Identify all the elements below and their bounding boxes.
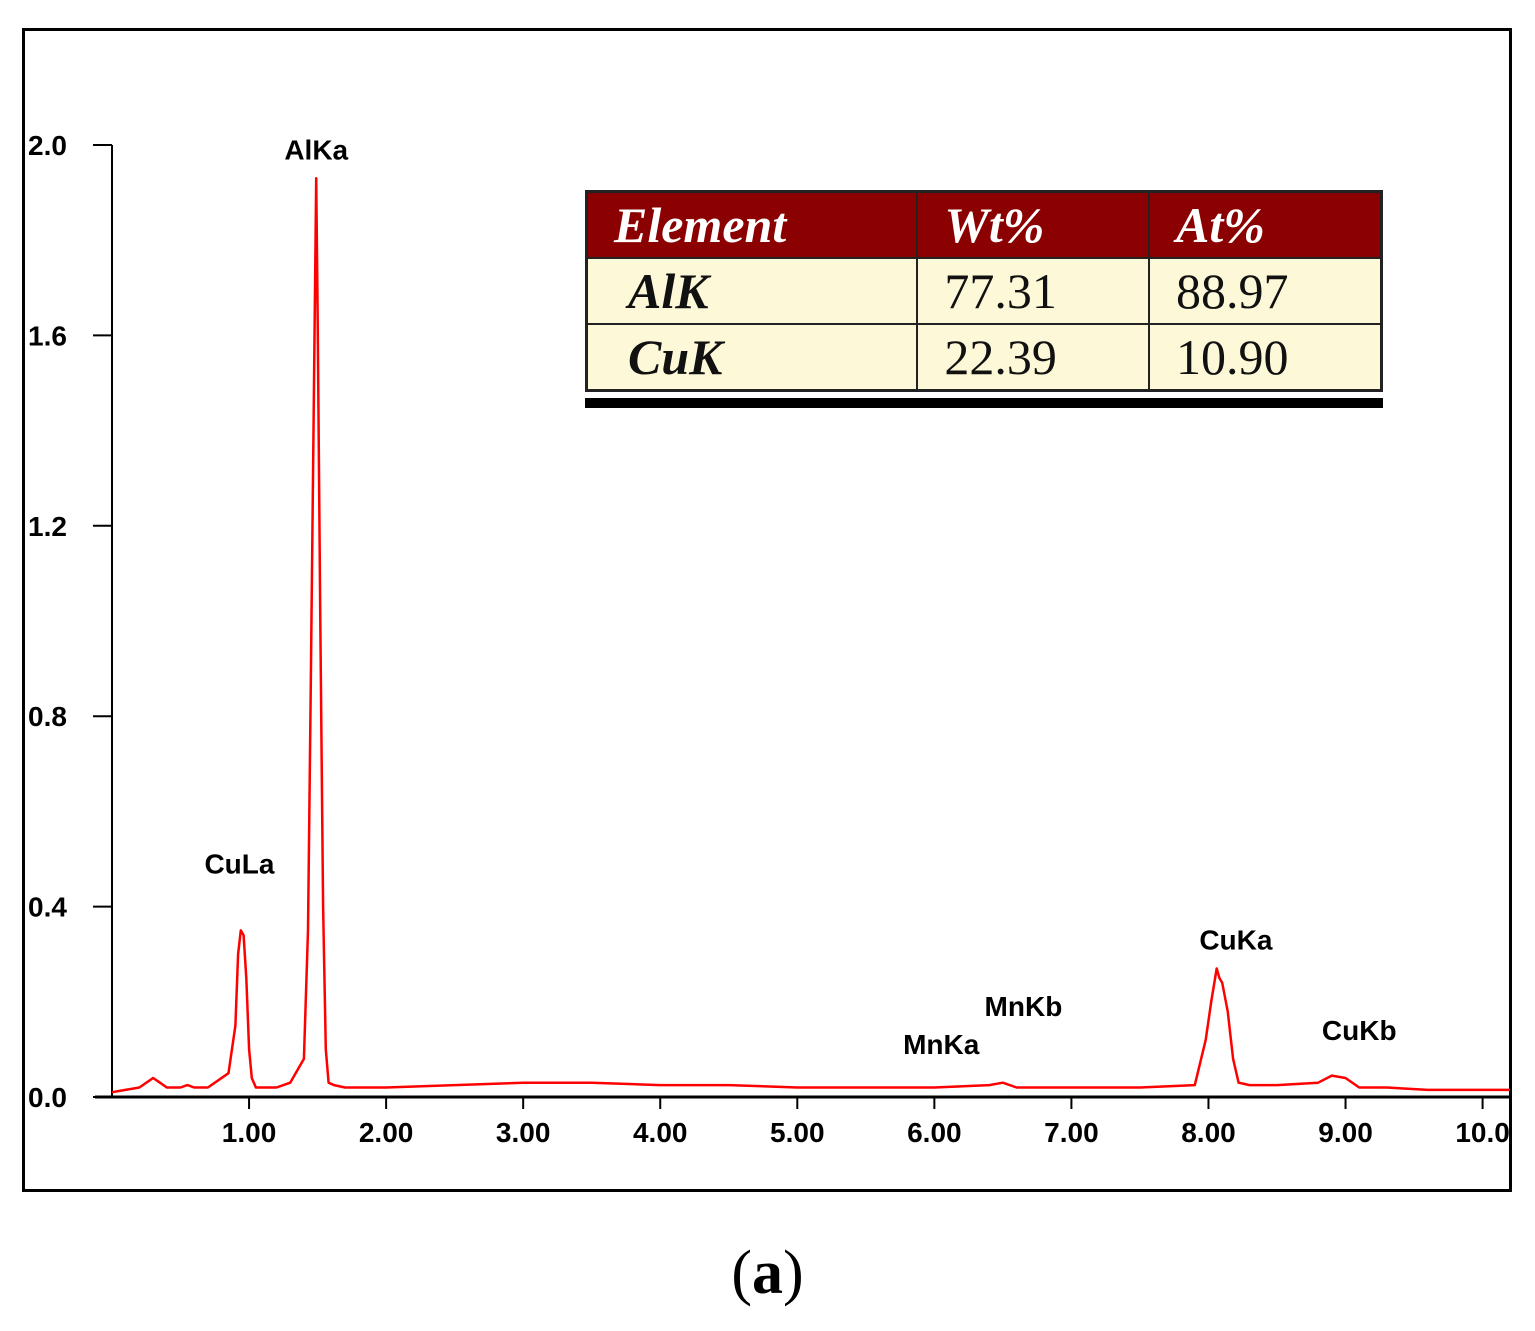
series-group <box>111 177 1510 1094</box>
row-element: CuK <box>585 323 919 392</box>
x-tick-label: 3.00 <box>496 1117 551 1148</box>
axes <box>95 145 1510 1099</box>
y-tick-label: 0.0 <box>28 1082 67 1113</box>
composition-table-grid: Element Wt% At% AlK 77.31 88.97 CuK 22.3… <box>585 190 1383 392</box>
header-at-percent: At% <box>1148 190 1383 259</box>
x-tick-label: 5.00 <box>770 1117 825 1148</box>
peak-label: CuKb <box>1322 1015 1397 1046</box>
chart-frame <box>22 28 1512 1192</box>
x-tick-label: 10.0 <box>1455 1117 1510 1148</box>
row-wt-percent: 22.39 <box>916 323 1151 392</box>
table-row: AlK 77.31 88.97 <box>585 257 1383 325</box>
x-tick-label: 6.00 <box>907 1117 962 1148</box>
caption-close-paren: ) <box>783 1239 804 1307</box>
row-at-percent: 10.90 <box>1148 323 1383 392</box>
x-tick-label: 9.00 <box>1318 1117 1373 1148</box>
x-tick-label: 7.00 <box>1044 1117 1099 1148</box>
x-axis-ticks: 1.00 2.00 3.00 4.00 5.00 6.00 7.00 8.00 9.00 10.0 <box>222 1097 1510 1148</box>
x-tick-label: 8.00 <box>1181 1117 1236 1148</box>
y-tick-label: 1.2 <box>28 511 67 542</box>
peak-label: MnKb <box>985 991 1063 1022</box>
y-tick-label: 0.8 <box>28 701 67 732</box>
peak-label: AlKa <box>284 134 348 165</box>
peak-label: CuKa <box>1199 924 1273 955</box>
header-wt-percent: Wt% <box>916 190 1151 259</box>
composition-table: Element Wt% At% AlK 77.31 88.97 CuK 22.3… <box>585 190 1383 408</box>
row-wt-percent: 77.31 <box>916 257 1151 325</box>
spectrum-line <box>111 177 1510 1094</box>
row-element: AlK <box>585 257 919 325</box>
table-bottom-rule <box>585 398 1383 408</box>
x-tick-label: 2.00 <box>359 1117 414 1148</box>
x-tick-label: 4.00 <box>633 1117 688 1148</box>
y-tick-label: 2.0 <box>28 130 67 161</box>
peak-label: MnKa <box>903 1029 980 1060</box>
peak-label: CuLa <box>204 848 274 879</box>
caption-open-paren: ( <box>731 1239 752 1307</box>
table-row: CuK 22.39 10.90 <box>585 323 1383 392</box>
y-tick-label: 0.4 <box>28 892 67 923</box>
caption-letter: a <box>752 1239 783 1307</box>
table-header-row: Element Wt% At% <box>585 190 1383 259</box>
y-tick-label: 1.6 <box>28 320 67 351</box>
header-element: Element <box>585 190 919 259</box>
row-at-percent: 88.97 <box>1148 257 1383 325</box>
y-axis-ticks: 0.0 0.4 0.8 1.2 1.6 2.0 <box>28 130 112 1113</box>
figure-caption: (a) <box>0 1238 1535 1309</box>
x-tick-label: 1.00 <box>222 1117 277 1148</box>
